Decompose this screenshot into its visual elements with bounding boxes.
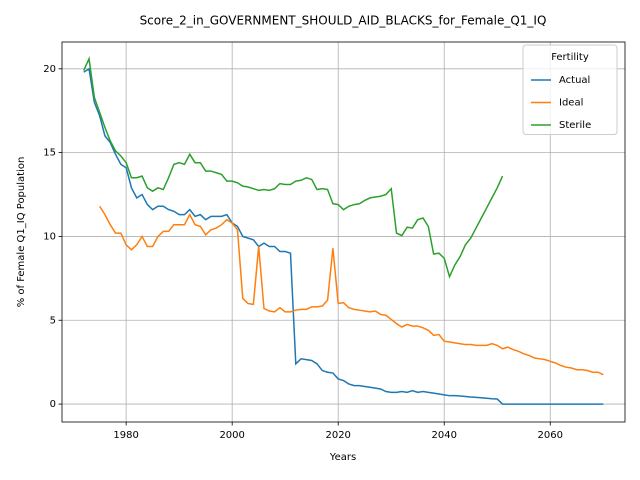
- legend-label: Ideal: [559, 98, 583, 109]
- x-axis-label: Years: [329, 452, 356, 463]
- y-tick-label: 10: [43, 231, 56, 242]
- x-tick-label: 2020: [325, 430, 350, 441]
- series-line: [83, 67, 604, 405]
- x-tick-label: 2040: [431, 430, 456, 441]
- chart-title: Score_2_in_GOVERNMENT_SHOULD_AID_BLACKS_…: [140, 14, 547, 28]
- y-axis-label: % of Female Q1_IQ Population: [16, 157, 27, 308]
- y-tick-label: 0: [50, 399, 56, 410]
- y-tick-label: 5: [50, 315, 56, 326]
- y-tick-label: 15: [43, 148, 56, 159]
- x-tick-label: 2000: [219, 430, 244, 441]
- legend-title: Fertility: [551, 52, 589, 63]
- series-line: [83, 56, 504, 279]
- x-tick-label: 2060: [538, 430, 563, 441]
- series-line: [99, 205, 604, 376]
- legend-label: Sterile: [559, 120, 591, 131]
- legend-box: [522, 44, 618, 135]
- plot-frame: [61, 41, 626, 423]
- x-tick-label: 1980: [113, 430, 138, 441]
- y-tick-label: 20: [43, 64, 56, 75]
- legend-label: Actual: [559, 75, 590, 86]
